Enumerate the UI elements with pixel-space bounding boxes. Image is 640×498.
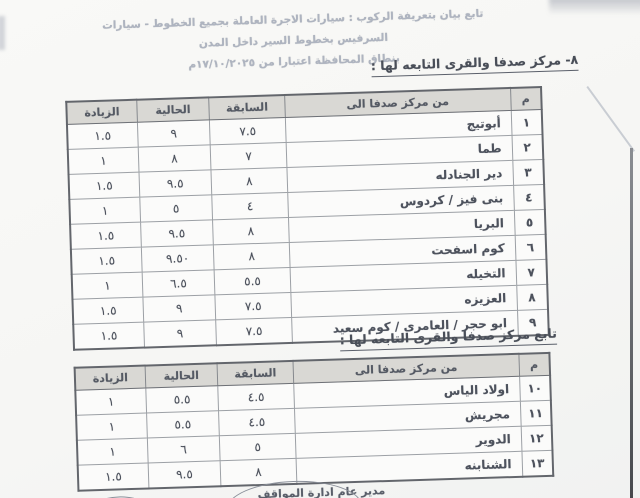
fare-value-cell: ٩.٥٠ [141, 244, 215, 273]
fare-value-cell: ٤ [211, 192, 289, 220]
fare-table-body: ١٠ اولاد الياس ٤.٥ ٥.٥ ١ ١١ مجريش ٤.٥ ٥.٥ ١ ١٢ الدو… [75, 375, 554, 491]
fare-value-cell: ٨ [210, 167, 288, 195]
row-number-cell: ٨ [516, 284, 549, 311]
row-number-cell: ٢ [511, 134, 544, 161]
row-number-cell: ١١ [520, 400, 552, 427]
fare-value-cell: ١ [76, 438, 148, 466]
scan-smudge-artifact [549, 0, 640, 15]
fare-value-cell: ٥ [219, 433, 297, 461]
row-number-cell: ٤ [513, 184, 545, 211]
row-number-cell: ٦ [514, 234, 547, 261]
fare-value-cell: ١.٥ [70, 247, 142, 275]
fare-table-body: ١ أبوتيج ٧.٥ ٩ ١.٥ ٢ طما ٧ ٨ ١ ٣ دير الجنادله ٨ ٩.٥ ١.… [66, 109, 549, 350]
column-header-current-fare: الحالية [136, 97, 210, 123]
column-header-previous-fare: السابقة [217, 360, 294, 386]
fare-value-cell: ٥.٥ [214, 267, 291, 295]
fare-value-cell: ١ [75, 388, 147, 416]
fare-value-cell: ٧.٥ [209, 117, 287, 145]
scan-edge-shadow [630, 148, 633, 498]
fare-value-cell: ٩.٥ [147, 460, 221, 489]
fare-table-sadfa: م من مركز صدفا الى السابقة الحالية الزيا… [65, 85, 550, 351]
column-header-number: م [518, 352, 551, 377]
fare-value-cell: ١.٥ [73, 322, 145, 350]
fare-value-cell: ٨ [212, 217, 290, 245]
column-header-increase: الزيادة [66, 99, 138, 125]
fare-value-cell: ٦ [147, 435, 221, 464]
fare-value-cell: ١ [76, 413, 148, 441]
fare-value-cell: ١ [71, 272, 143, 300]
fare-value-cell: ٩.٥ [138, 169, 212, 198]
row-number-cell: ١٢ [520, 425, 553, 452]
fare-table-sadfa-continued: م من مركز صدفا الى السابقة الحالية الزيا… [73, 351, 555, 492]
row-number-cell: ٣ [512, 159, 545, 186]
column-header-number: م [510, 86, 542, 111]
column-header-current-fare: الحالية [144, 363, 218, 389]
fare-value-cell: ٤.٥ [218, 408, 296, 436]
column-header-previous-fare: السابقة [208, 95, 286, 120]
fare-value-cell: ٥.٥ [146, 410, 220, 439]
fare-value-cell: ١.٥ [77, 463, 149, 491]
fare-value-cell: ١.٥ [68, 172, 140, 200]
fare-value-cell: ١.٥ [72, 297, 144, 325]
row-number-cell: ٧ [515, 259, 548, 286]
fare-value-cell: ٧ [210, 142, 287, 170]
fare-value-cell: ٧.٥ [214, 292, 292, 320]
row-number-cell: ١٣ [521, 450, 554, 477]
fare-value-cell: ٩.٥ [140, 219, 214, 248]
fare-value-cell: ٨ [138, 144, 211, 173]
fare-value-cell: ٩ [137, 119, 211, 148]
fare-value-cell: ٩ [142, 294, 216, 323]
fare-value-cell: ١.٥ [66, 122, 139, 150]
column-header-increase: الزيادة [74, 365, 146, 391]
scan-smudge-artifact [0, 16, 5, 50]
fare-value-cell: ٩ [143, 319, 217, 348]
fare-value-cell: ١ [69, 197, 141, 225]
fare-value-cell: ٦.٥ [141, 269, 215, 298]
fare-value-cell: ١ [67, 147, 139, 175]
row-number-cell: ٥ [514, 209, 546, 236]
fare-value-cell: ٤.٥ [217, 383, 295, 411]
fare-value-cell: ٥.٥ [145, 385, 219, 414]
row-number-cell: ١ [510, 109, 543, 136]
fare-value-cell: ٥ [139, 194, 213, 223]
fare-value-cell: ٨ [213, 242, 291, 270]
fare-value-cell: ٧.٥ [215, 317, 293, 346]
row-number-cell: ١٠ [519, 375, 551, 402]
fare-value-cell: ١.٥ [70, 222, 142, 250]
